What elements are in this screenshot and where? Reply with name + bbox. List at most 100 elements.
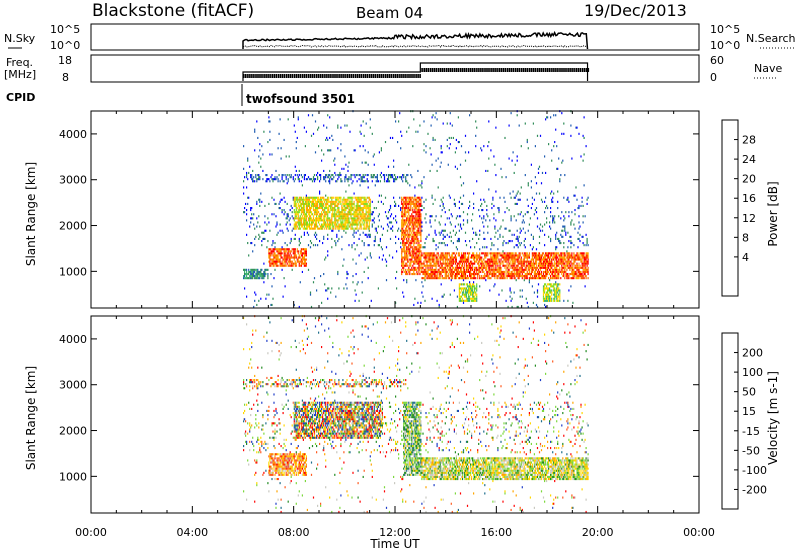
heatmap-cell	[551, 270, 553, 273]
heatmap-cell	[509, 273, 511, 276]
heatmap-cell	[335, 244, 337, 247]
heatmap-cell	[298, 221, 300, 224]
heatmap-cell	[479, 229, 481, 232]
heatmap-cell	[427, 258, 429, 261]
nave-point	[411, 74, 413, 78]
heatmap-cell	[440, 283, 442, 286]
heatmap-cell	[259, 178, 261, 181]
heatmap-cell	[494, 277, 496, 280]
heatmap-cell	[256, 273, 258, 276]
heatmap-cell	[472, 289, 474, 292]
heatmap-cell	[552, 268, 554, 271]
heatmap-cell	[327, 237, 329, 240]
heatmap-cell	[406, 233, 408, 236]
heatmap-cell	[524, 273, 526, 276]
heatmap-cell	[462, 268, 465, 271]
heatmap-cell	[269, 260, 271, 263]
heatmap-cell	[351, 182, 353, 185]
heatmap-cell	[446, 145, 448, 148]
heatmap-cell	[472, 213, 474, 216]
heatmap-cell	[325, 211, 327, 214]
nave-point	[399, 74, 401, 78]
heatmap-cell	[546, 266, 548, 269]
heatmap-cell	[548, 262, 550, 265]
heatmap-cell	[317, 213, 319, 216]
heatmap-cell	[493, 204, 495, 207]
heatmap-cell	[353, 231, 355, 234]
heatmap-cell	[259, 198, 261, 201]
heatmap-cell	[285, 250, 287, 253]
heatmap-cell	[510, 256, 512, 259]
heatmap-cell	[412, 202, 414, 205]
heatmap-cell	[367, 217, 369, 220]
heatmap-cell	[491, 252, 493, 255]
heatmap-cell	[427, 252, 429, 255]
heatmap-cell	[304, 217, 306, 220]
heatmap-cell	[483, 231, 485, 234]
heatmap-cell	[413, 256, 415, 259]
heatmap-cell	[279, 264, 281, 267]
heatmap-cell	[293, 124, 295, 127]
heatmap-cell	[444, 270, 446, 273]
heatmap-cell	[501, 256, 503, 259]
heatmap-cell	[441, 254, 443, 257]
heatmap-cell	[323, 169, 325, 172]
heatmap-cell	[405, 233, 407, 236]
heatmap-cell	[535, 248, 538, 251]
heatmap-cell	[459, 223, 462, 226]
heatmap-cell	[401, 258, 403, 261]
heatmap-cell	[284, 256, 286, 259]
heatmap-cell	[417, 266, 419, 269]
heatmap-cell	[360, 207, 362, 210]
heatmap-cell	[531, 270, 533, 273]
heatmap-cell	[429, 275, 431, 278]
heatmap-cell	[376, 231, 378, 234]
heatmap-cell	[396, 250, 398, 253]
heatmap-cell	[291, 211, 293, 214]
heatmap-cell	[272, 178, 274, 181]
heatmap-cell	[300, 260, 302, 263]
heatmap-cell	[417, 260, 419, 263]
heatmap-cell	[553, 299, 555, 302]
heatmap-cell	[347, 198, 349, 201]
heatmap-cell	[504, 260, 506, 263]
heatmap-cell	[520, 268, 522, 271]
heatmap-cell	[491, 264, 493, 267]
heatmap-cell	[490, 260, 492, 263]
heatmap-cell	[538, 264, 541, 267]
heatmap-cell	[333, 159, 335, 162]
heatmap-cell	[345, 176, 347, 179]
heatmap-cell	[286, 221, 288, 224]
heatmap-cell	[285, 155, 287, 158]
heatmap-cell	[305, 250, 307, 253]
heatmap-cell	[472, 237, 474, 240]
heatmap-cell	[344, 176, 346, 179]
heatmap-cell	[529, 260, 531, 263]
heatmap-cell	[549, 287, 551, 290]
heatmap-cell	[342, 264, 344, 267]
heatmap-cell	[296, 248, 298, 251]
heatmap-cell	[481, 217, 483, 220]
heatmap-cell	[471, 293, 473, 296]
nave-point	[316, 74, 318, 78]
heatmap-cell	[514, 266, 516, 269]
heatmap-cell	[462, 219, 465, 222]
heatmap-cell	[484, 275, 486, 278]
heatmap-cell	[485, 262, 487, 265]
heatmap-cell	[356, 209, 358, 212]
heatmap-cell	[544, 262, 546, 265]
heatmap-cell	[350, 223, 352, 226]
heatmap-cell	[544, 155, 546, 158]
heatmap-cell	[473, 273, 475, 276]
heatmap-cell	[426, 273, 428, 276]
heatmap-cell	[325, 174, 327, 177]
heatmap-cell	[341, 235, 343, 238]
heatmap-cell	[512, 252, 514, 255]
heatmap-cell	[331, 229, 333, 232]
heatmap-cell	[482, 264, 484, 267]
heatmap-cell	[468, 285, 470, 288]
nave-point	[441, 68, 444, 72]
heatmap-cell	[334, 221, 336, 224]
heatmap-cell	[469, 264, 471, 267]
heatmap-cell	[336, 196, 338, 199]
